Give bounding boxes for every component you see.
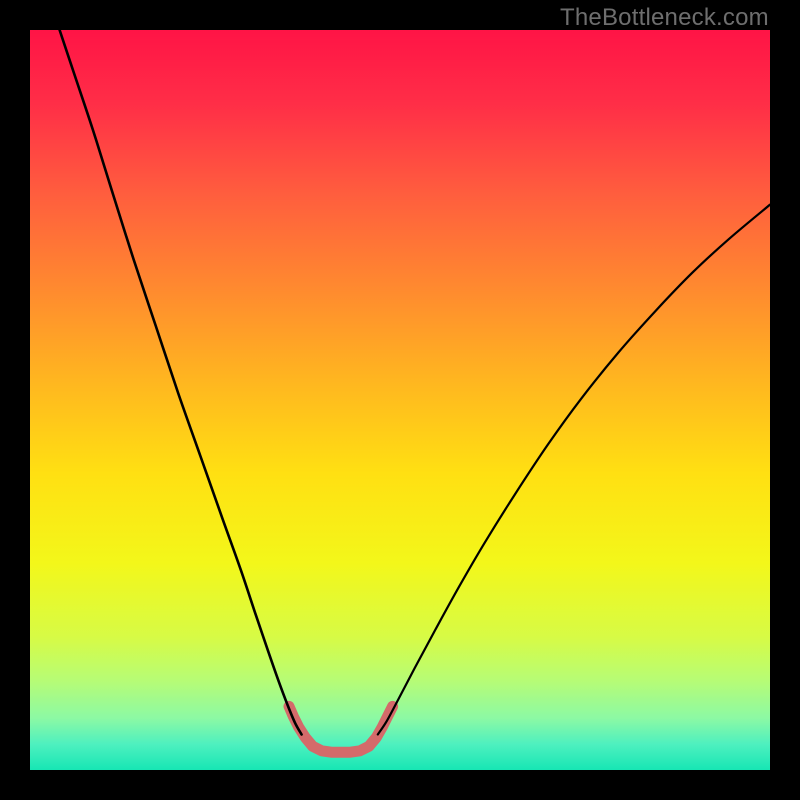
curve-layer (30, 30, 770, 770)
watermark-text: TheBottleneck.com (560, 4, 769, 32)
chart-stage: TheBottleneck.com (0, 0, 800, 800)
plot-inner-area (30, 30, 770, 770)
highlight-band (289, 706, 393, 752)
curve-left (60, 30, 302, 734)
curve-right (378, 205, 770, 735)
